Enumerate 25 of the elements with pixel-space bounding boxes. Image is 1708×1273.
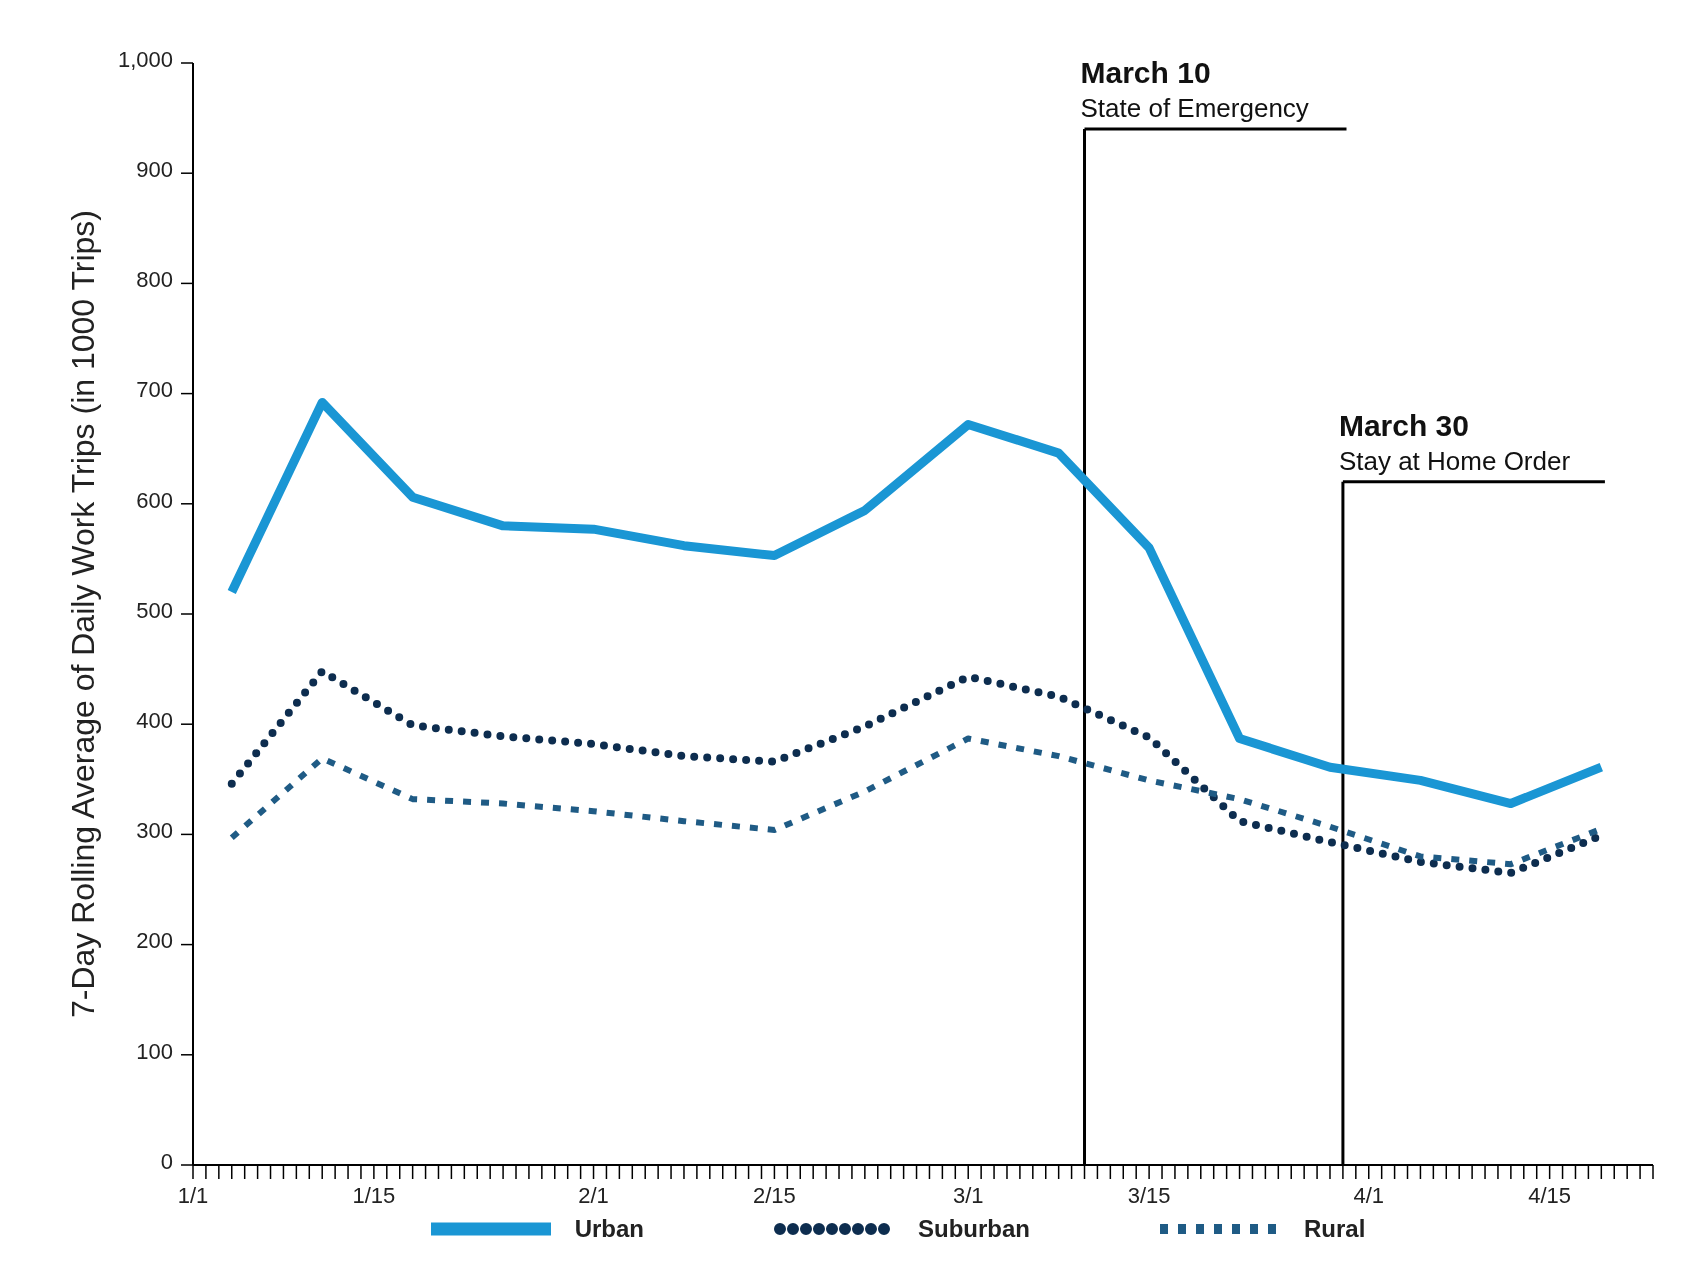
x-tick-label: 2/15 [753,1183,796,1208]
legend-label: Suburban [917,1215,1030,1243]
y-axis-title: 7-Day Rolling Average of Daily Work Trips (in 1000 Trips) [65,209,102,1019]
x-tick-label: 1/15 [352,1183,396,1208]
y-tick-label: 1,000 [117,46,173,72]
ref-line-label: March 30 Stay at Home Order [1338,408,1571,476]
x-tick-label: 4/1 [1353,1183,1385,1208]
y-tick-label: 500 [136,597,173,623]
y-tick-label: 0 [160,1148,173,1174]
x-tick-label: 1/1 [177,1183,209,1208]
y-tick-label: 300 [136,818,173,844]
y-tick-label: 700 [136,377,173,403]
x-tick-label: 4/15 [1528,1183,1572,1208]
y-tick-label: 100 [136,1038,173,1064]
y-tick-label: 200 [136,928,173,954]
x-tick-label: 3/15 [1127,1183,1171,1208]
legend-label: Rural [1303,1215,1366,1243]
y-tick-label: 800 [136,267,173,293]
y-tick-label: 600 [136,487,173,513]
legend-label: Urban [574,1215,644,1243]
x-tick-label: 2/1 [578,1183,609,1208]
y-tick-label: 900 [136,157,173,183]
x-tick-label: 3/1 [952,1183,984,1208]
y-tick-label: 400 [136,708,173,734]
ref-line-label: March 10 State of Emergency [1080,56,1309,124]
